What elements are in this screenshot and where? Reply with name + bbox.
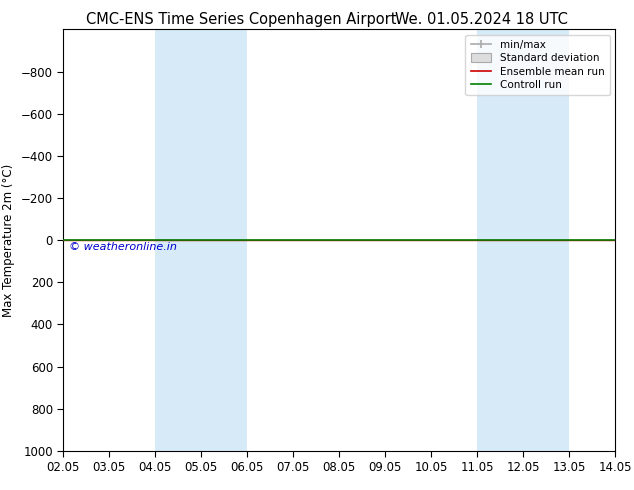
Text: We. 01.05.2024 18 UTC: We. 01.05.2024 18 UTC bbox=[396, 12, 568, 27]
Bar bbox=[523, 29, 569, 451]
Y-axis label: Max Temperature 2m (°C): Max Temperature 2m (°C) bbox=[3, 164, 15, 317]
Bar bbox=[202, 29, 247, 451]
Text: © weatheronline.in: © weatheronline.in bbox=[69, 242, 177, 252]
Text: CMC-ENS Time Series Copenhagen Airport: CMC-ENS Time Series Copenhagen Airport bbox=[86, 12, 396, 27]
Bar bbox=[155, 29, 202, 451]
Legend: min/max, Standard deviation, Ensemble mean run, Controll run: min/max, Standard deviation, Ensemble me… bbox=[465, 35, 610, 96]
Bar bbox=[477, 29, 523, 451]
